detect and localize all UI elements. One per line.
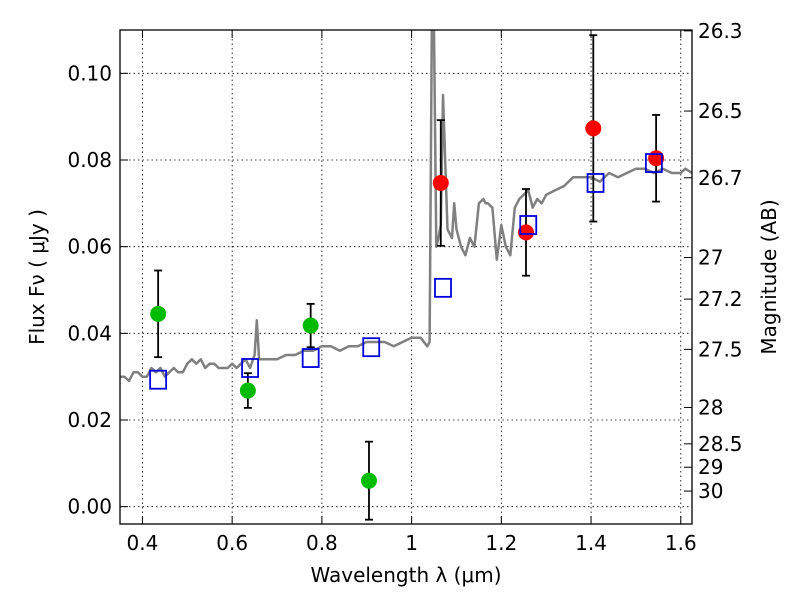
right-tick-label: 28 [698, 395, 723, 419]
right-axis-label: Magnitude (AB) [757, 199, 781, 354]
x-tick-label: 1.6 [665, 531, 697, 555]
right-tick-label: 26.5 [698, 99, 743, 123]
spectrum-line [120, 30, 692, 383]
right-tick-label: 27.5 [698, 337, 743, 361]
model-point [362, 337, 381, 358]
grid-lines [120, 30, 692, 524]
right-tick-label: 27 [698, 246, 723, 270]
data-point [150, 305, 167, 322]
data-point [432, 174, 449, 191]
data-point [518, 224, 535, 241]
model-point [519, 215, 538, 235]
y-tick-label: 0.04 [67, 321, 112, 345]
data-markers [149, 120, 665, 489]
x-tick-label: 1.2 [485, 531, 517, 555]
right-tick-label: 28.5 [698, 432, 743, 456]
spectrum-series [120, 30, 692, 383]
data-point [360, 472, 377, 489]
data-point [239, 382, 256, 399]
plot-frame [119, 29, 693, 525]
right-tick-label: 27.2 [698, 287, 743, 311]
model-point [644, 153, 663, 173]
model-point [586, 173, 605, 193]
model-point [149, 369, 168, 390]
y-tick-label: 0.00 [67, 495, 112, 519]
model-point [301, 348, 320, 368]
x-tick-label: 1.4 [575, 531, 607, 555]
x-tick-label: 1 [405, 531, 418, 555]
error-bars [154, 34, 661, 521]
y-tick-label: 0.06 [67, 235, 112, 259]
model-point [241, 358, 260, 378]
x-tick-label: 0.6 [216, 531, 248, 555]
y-tick-label: 0.10 [67, 61, 112, 85]
x-tick-label: 0.8 [306, 531, 338, 555]
y-axis-label: Flux Fν ( μJy ) [25, 209, 49, 345]
x-axis-label: Wavelength λ (μm) [310, 563, 501, 587]
right-tick-label: 29 [698, 455, 723, 479]
right-tick-label: 30 [698, 479, 723, 503]
x-tick-label: 0.4 [127, 531, 159, 555]
y-tick-label: 0.08 [67, 148, 112, 172]
axis-ticks: 0.4 0.6 0.8 1 1.2 1.4 1.6 0.00 0.02 0.04 0.06 0.08 0… [67, 19, 742, 555]
right-tick-label: 26.7 [698, 166, 743, 190]
right-tick-label: 26.3 [698, 19, 743, 43]
data-point [585, 120, 602, 137]
y-tick-label: 0.02 [67, 408, 112, 432]
model-point [434, 277, 452, 298]
data-point [302, 317, 319, 334]
